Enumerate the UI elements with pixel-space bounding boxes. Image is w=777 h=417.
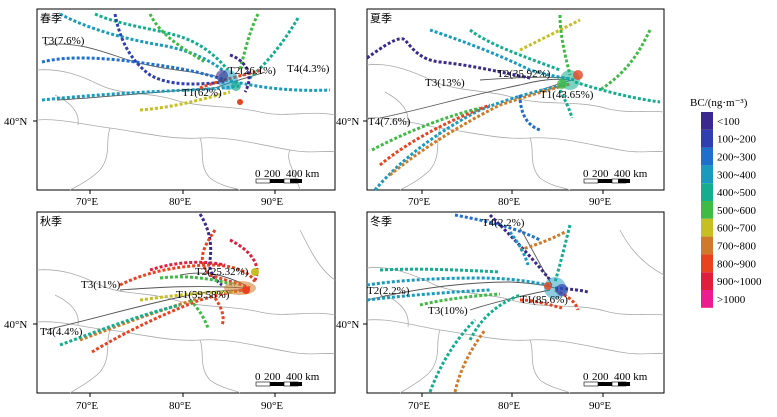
x-tick-70e: 70°E	[76, 400, 98, 412]
legend-label: 300~400	[717, 169, 756, 181]
x-tick-80e: 80°E	[498, 196, 520, 208]
x-tick-90e: 90°E	[261, 400, 283, 412]
cluster-label-t3: T3(7.6%)	[42, 35, 85, 47]
scale-bar: 0 200 400 km	[583, 371, 648, 387]
legend-label: 600~700	[717, 223, 756, 235]
borders	[366, 229, 665, 394]
legend-swatch	[701, 147, 713, 166]
cluster-label-t4: T4(4.3%)	[287, 63, 330, 75]
legend-swatch	[701, 201, 713, 219]
scale-bar: 0 200 400 km	[583, 168, 648, 184]
cluster-label-t4: T4(4.4%)	[40, 326, 83, 338]
legend-swatch	[701, 183, 713, 201]
borders	[36, 69, 336, 191]
trajectory-dots	[366, 14, 661, 191]
legend-swatch	[701, 129, 713, 148]
scale-end: 400 km	[286, 371, 320, 383]
x-tick-80e: 80°E	[169, 400, 191, 412]
cluster-label-t4: T4(2.2%)	[482, 217, 525, 229]
borders	[366, 64, 665, 191]
scale-mid: 200	[592, 168, 609, 180]
y-tick-40n: 40°N	[336, 116, 359, 128]
legend-label: 500~600	[717, 205, 756, 217]
panel-summer: 夏季 T2(35.92%) T3(13%) T1(43.65%) T4(7.6%…	[366, 8, 665, 191]
x-tick-70e: 70°E	[408, 196, 430, 208]
cluster-label-t3: T3(13%)	[425, 77, 465, 89]
cluster-label-t2: T2(25.32%)	[195, 266, 249, 278]
scale-zero: 0	[583, 371, 589, 383]
cluster-label-t3: T3(11%)	[81, 279, 121, 291]
trajectory-dots	[59, 213, 259, 354]
season-label: 秋季	[40, 214, 62, 228]
scale-end: 400 km	[286, 168, 320, 180]
legend-swatch	[701, 112, 713, 130]
cluster-label-t2: T2(26.1%)	[228, 65, 276, 77]
panel-autumn: 秋季 T2(25.32%) T3(11%) T1(59.58%) T4(4.4%…	[36, 211, 336, 394]
x-tick-90e: 90°E	[589, 196, 611, 208]
cluster-label-t1: T1(62%)	[182, 87, 222, 99]
panel-winter: 冬季 T4(2.2%) T2(2.2%) T1(85.6%) T3(10%) 0…	[366, 211, 665, 394]
x-tick-70e: 70°E	[408, 400, 430, 412]
scale-zero: 0	[255, 371, 261, 383]
cluster-label-t3: T3(10%)	[428, 305, 468, 317]
cluster-label-t1: T1(43.65%)	[540, 89, 594, 101]
season-label: 夏季	[370, 12, 392, 25]
scale-end: 400 km	[614, 168, 648, 180]
legend-swatch	[701, 290, 713, 308]
borders	[36, 229, 336, 394]
source-cluster	[544, 277, 568, 299]
scale-bar: 0 200 400 km	[255, 371, 320, 387]
legend-label: >1000	[717, 294, 746, 306]
cluster-label-t2: T2(2.2%)	[367, 285, 410, 297]
scale-end: 400 km	[614, 371, 648, 383]
x-tick-70e: 70°E	[76, 196, 98, 208]
legend-swatch	[701, 272, 713, 290]
source-cluster	[557, 70, 583, 90]
season-label: 春季	[40, 12, 62, 25]
source-cluster	[224, 268, 259, 295]
y-tick-40n: 40°N	[4, 116, 27, 128]
cluster-label-t1: T1(85.6%)	[520, 294, 568, 306]
legend-label: 900~1000	[717, 276, 762, 288]
legend-label: 100~200	[717, 134, 756, 146]
legend-title: BC/(ng·m⁻³)	[690, 97, 748, 109]
scale-mid: 200	[264, 168, 281, 180]
source-cluster	[216, 70, 243, 105]
legend: BC/(ng·m⁻³) <100 100~200 200~300 300~400 400…	[690, 97, 762, 308]
cluster-label-t1: T1(59.58%)	[176, 289, 230, 301]
trajectory-dots	[41, 12, 331, 112]
y-tick-40n: 40°N	[336, 319, 359, 331]
season-label: 冬季	[370, 214, 392, 228]
scale-zero: 0	[583, 168, 589, 180]
scale-bar: 0 200 400 km	[255, 168, 320, 184]
legend-label: 800~900	[717, 258, 756, 270]
axis-ticks: 70°E 80°E 90°E 70°E 80°E 90°E 70°E 80°E …	[4, 116, 611, 412]
legend-label: <100	[717, 116, 740, 128]
legend-label: 400~500	[717, 187, 756, 199]
legend-swatch	[701, 218, 713, 237]
panel-frame	[36, 8, 336, 191]
legend-swatch	[701, 236, 713, 255]
legend-label: 700~800	[717, 241, 756, 253]
x-tick-90e: 90°E	[589, 400, 611, 412]
legend-label: 200~300	[717, 152, 756, 164]
x-tick-90e: 90°E	[261, 196, 283, 208]
cluster-label-t4: T4(7.6%)	[368, 116, 411, 128]
scale-zero: 0	[255, 168, 261, 180]
legend-swatch	[701, 165, 713, 184]
y-tick-40n: 40°N	[4, 319, 27, 331]
x-tick-80e: 80°E	[498, 400, 520, 412]
panel-spring: 春季 T3(7.6%) T2(26.1%) T4(4.3%) T1(62%) 0…	[36, 8, 336, 191]
legend-swatch	[701, 254, 713, 273]
x-tick-80e: 80°E	[169, 196, 191, 208]
cluster-label-t2: T2(35.92%)	[497, 68, 551, 80]
scale-mid: 200	[264, 371, 281, 383]
scale-mid: 200	[592, 371, 609, 383]
